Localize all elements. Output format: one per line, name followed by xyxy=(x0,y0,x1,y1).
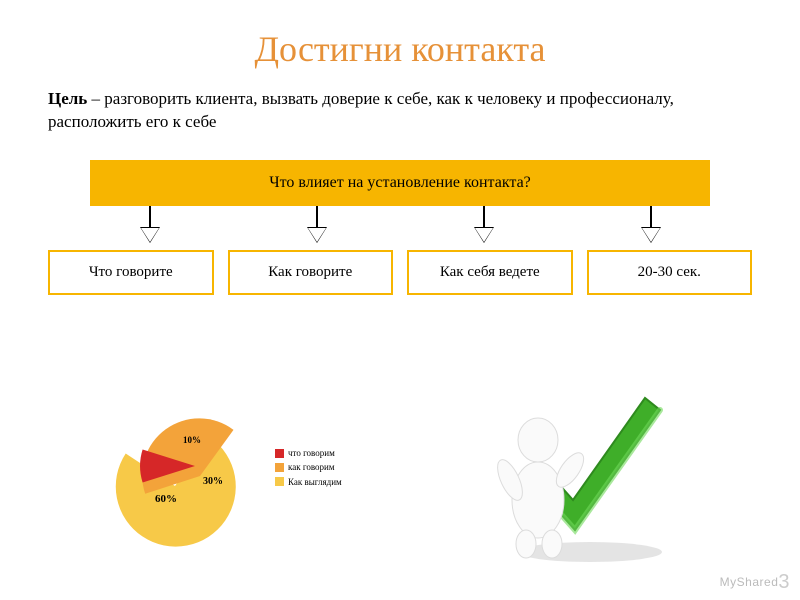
pie-chart: 60% 30% 10% что говорим как говорим Как … xyxy=(105,390,385,560)
checkmark-figure xyxy=(480,380,700,570)
legend-label: как говорим xyxy=(288,460,335,474)
pie-label-10: 10% xyxy=(183,435,201,445)
arrow-down-icon xyxy=(477,206,491,244)
factor-box: Как говорите xyxy=(228,250,394,295)
watermark-brand: MyShared xyxy=(720,575,779,589)
arrows-row xyxy=(48,206,752,248)
legend-label: что говорим xyxy=(288,446,335,460)
legend-swatch xyxy=(275,449,284,458)
goal-paragraph: Цель – разговорить клиента, вызвать дове… xyxy=(0,70,800,134)
slide-title: Достигни контакта xyxy=(0,0,800,70)
question-box: Что влияет на установление контакта? xyxy=(90,160,710,206)
factor-box: 20-30 сек. xyxy=(587,250,753,295)
legend-swatch xyxy=(275,463,284,472)
goal-bold: Цель xyxy=(48,89,87,108)
goal-rest: – разговорить клиента, вызвать доверие к… xyxy=(48,89,674,131)
pie-legend: что говорим как говорим Как выглядим xyxy=(275,446,342,489)
arrow-down-icon xyxy=(310,206,324,244)
legend-item: как говорим xyxy=(275,460,342,474)
legend-item: Как выглядим xyxy=(275,475,342,489)
legend-label: Как выглядим xyxy=(288,475,342,489)
arrow-down-icon xyxy=(143,206,157,244)
pie-svg: 60% 30% 10% xyxy=(105,390,275,560)
checkmark-svg xyxy=(480,380,700,570)
factor-box: Как себя ведете xyxy=(407,250,573,295)
legend-swatch xyxy=(275,477,284,486)
factors-row: Что говорите Как говорите Как себя ведет… xyxy=(48,250,752,295)
pie-label-30: 30% xyxy=(203,476,223,487)
watermark-number: 3 xyxy=(778,571,790,593)
pie-label-60: 60% xyxy=(155,493,177,505)
person-icon xyxy=(493,418,589,558)
watermark: MyShared3 xyxy=(720,571,790,594)
arrow-down-icon xyxy=(644,206,658,244)
legend-item: что говорим xyxy=(275,446,342,460)
factor-box: Что говорите xyxy=(48,250,214,295)
